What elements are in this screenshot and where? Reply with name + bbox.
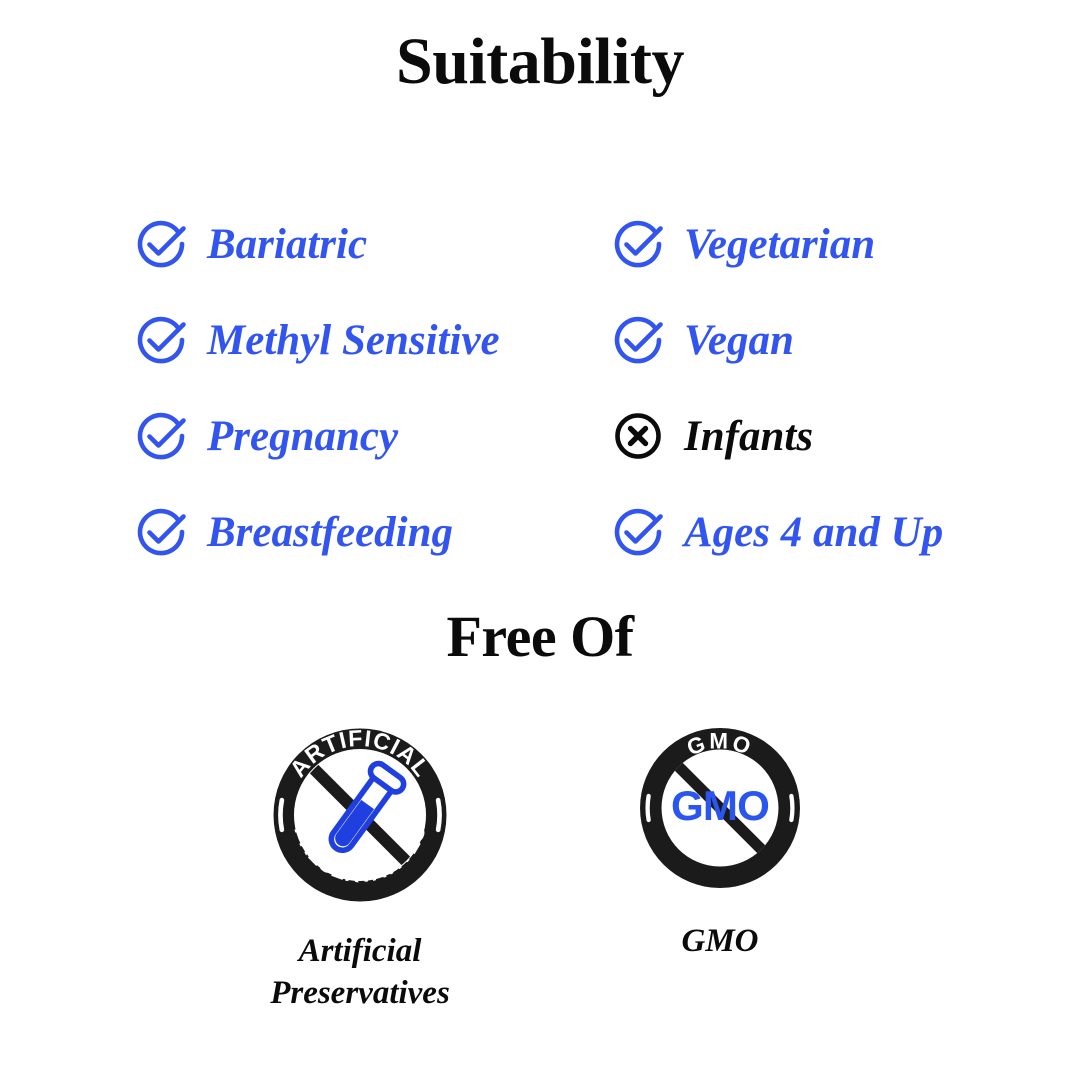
suitability-item-pregnancy: Pregnancy [133,388,610,484]
check-circle-icon [610,504,666,560]
suitability-item-label: Ages 4 and Up [684,508,944,556]
suitability-item-label: Breastfeeding [207,508,454,556]
free-of-badge-gmo: GMO GMO GMO GMO [605,722,835,962]
suitability-item-bariatric: Bariatric [133,196,610,292]
suitability-item-vegetarian: Vegetarian [610,196,1080,292]
suitability-item-vegan: Vegan [610,292,1080,388]
check-circle-icon [133,408,189,464]
check-circle-icon [133,504,189,560]
suitability-item-breastfeeding: Breastfeeding [133,484,610,580]
suitability-item-label: Methyl Sensitive [207,316,500,364]
suitability-heading: Suitability [396,25,684,98]
badge-caption-line-1: Artificial [298,933,422,969]
suitability-item-methyl-sensitive: Methyl Sensitive [133,292,610,388]
check-circle-icon [133,312,189,368]
suitability-item-label: Bariatric [207,220,368,268]
badge-caption-line-1: GMO [681,923,759,959]
suitability-item-label: Vegan [684,316,794,364]
suitability-item-label: Vegetarian [684,220,876,268]
free-of-badge-list: ARTIFICIAL PRESERVATIVES [0,722,1080,1014]
check-circle-icon [610,312,666,368]
free-of-badge-caption: GMO [681,920,758,962]
free-of-badge-artificial-preservatives: ARTIFICIAL PRESERVATIVES [245,722,475,1014]
suitability-item-ages-4-and-up: Ages 4 and Up [610,484,1080,580]
suitability-list: Bariatric Vegetarian Methyl Sensitive [0,196,1080,580]
badge-center-text: GMO [671,782,769,829]
free-of-badge-caption: Artificial Preservatives [270,930,450,1014]
free-of-heading: Free Of [446,604,634,669]
check-circle-icon [610,216,666,272]
badge-caption-line-2: Preservatives [270,975,450,1012]
check-circle-icon [133,216,189,272]
suitability-item-infants: Infants [610,388,1080,484]
no-gmo-badge-icon: GMO GMO GMO [634,722,806,894]
suitability-item-label: Pregnancy [207,412,399,460]
x-circle-icon [610,408,666,464]
no-artificial-preservatives-badge-icon: ARTIFICIAL PRESERVATIVES [267,722,453,908]
suitability-item-label: Infants [684,412,814,460]
